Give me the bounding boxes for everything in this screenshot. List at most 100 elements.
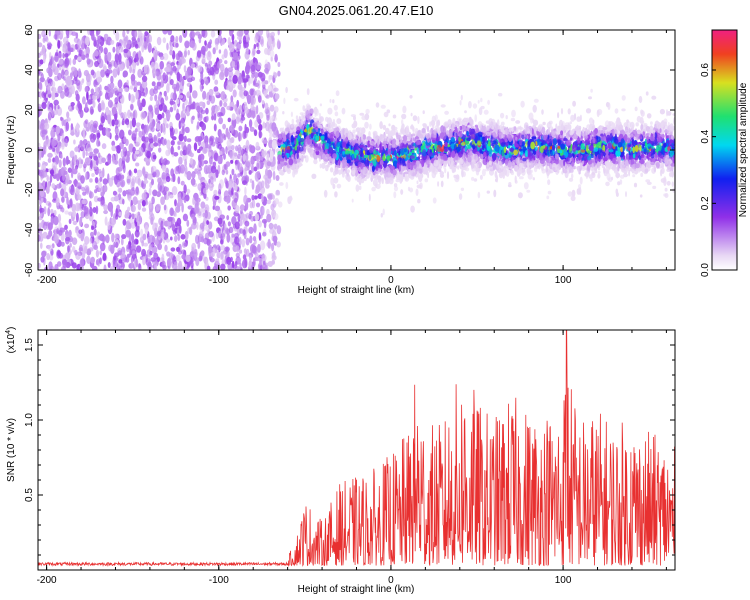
spectrogram-cell: [269, 133, 274, 138]
spectrogram-cell: [404, 171, 409, 175]
spectrogram-cell: [336, 118, 342, 125]
spectrogram-cell: [134, 43, 139, 49]
spectrogram-cell: [401, 113, 407, 120]
spectrogram-cell: [66, 75, 72, 86]
spectrogram-cell: [659, 108, 666, 115]
spectrogram-cell: [218, 183, 222, 193]
spectrogram-cell: [244, 257, 248, 268]
spectrogram-cell: [87, 30, 91, 36]
spectrogram-cell: [97, 235, 104, 241]
spectrogram-cell: [137, 215, 142, 225]
spectrogram-cell: [118, 211, 122, 217]
spectrogram-cell: [218, 117, 224, 125]
spectrogram-cell: [245, 145, 249, 152]
spectrogram-cell: [605, 166, 608, 174]
spectrogram-cell: [88, 200, 92, 209]
spectrogram-cell: [89, 206, 93, 217]
spectrogram-cell: [154, 169, 160, 178]
spectrogram-cell: [96, 30, 101, 35]
spectrogram-cell: [581, 166, 586, 171]
spectrogram-cell: [117, 102, 122, 112]
spectrogram-cell: [38, 234, 41, 242]
spectrogram-cell: [243, 103, 248, 111]
spectrogram-cell: [359, 112, 365, 116]
spectrogram-cell: [253, 223, 257, 234]
spectrogram-cell: [42, 251, 47, 256]
spectrogram-cell: [215, 258, 220, 265]
spectrogram-cell: [253, 166, 258, 172]
spectrogram-cell: [127, 51, 131, 56]
spectrogram-cell: [129, 188, 136, 196]
spectrogram-cell: [254, 35, 259, 43]
spectrogram-cell: [219, 63, 225, 72]
spectrogram-cell: [126, 178, 131, 184]
spectrogram-cell: [67, 204, 70, 209]
spectrogram-cell: [258, 220, 262, 228]
spectrogram-cell: [219, 133, 224, 144]
spectrogram-cell: [248, 119, 253, 128]
spectrogram-cell: [195, 257, 200, 267]
spectrogram-cell: [115, 167, 120, 176]
spectrogram-cell: [233, 173, 238, 183]
spectrogram-cell: [257, 95, 262, 103]
spectrogram-cell: [266, 199, 272, 205]
spectrogram-cell: [151, 196, 155, 205]
spectrogram-cell: [590, 88, 593, 93]
spectrogram-cell: [133, 57, 137, 63]
spectrogram-cell: [176, 98, 180, 105]
spectrogram-cell: [103, 47, 108, 55]
spectrogram-cell: [121, 234, 127, 240]
spectrogram-cell: [178, 35, 183, 43]
spectrogram-cell: [41, 219, 45, 229]
spectrogram-cell: [262, 206, 265, 215]
spectrogram-cell: [161, 180, 164, 187]
spectrogram-cell: [54, 263, 59, 270]
spectrogram-cell: [215, 231, 219, 240]
spectrogram-cell: [214, 91, 220, 96]
spectrogram-cell: [276, 40, 281, 50]
spectrogram-cell: [244, 186, 247, 196]
spectrogram-cell: [158, 94, 162, 100]
spectrogram-cell: [250, 109, 257, 119]
spectrogram-cell: [216, 244, 220, 251]
spectrogram-cell: [97, 197, 103, 202]
spectrogram-cell: [110, 39, 115, 45]
spectrogram-cell: [259, 258, 263, 266]
spectrogram-cell: [101, 127, 107, 136]
spectrogram-cell: [179, 122, 186, 128]
spectrogram-cell: [130, 73, 136, 82]
spectrogram-cell: [75, 187, 79, 195]
spectrogram-cell: [224, 67, 229, 78]
spectrogram-cell: [227, 180, 233, 191]
spectrogram-cell: [55, 30, 61, 36]
spectrogram-cell: [95, 70, 101, 81]
spectrogram-cell: [69, 160, 75, 168]
spectrogram-cell: [267, 36, 272, 46]
spectrogram-cell: [156, 36, 162, 46]
spectrogram-cell: [60, 154, 63, 159]
spectrogram-cell: [62, 36, 69, 45]
spectrogram-cell: [668, 172, 672, 177]
spectrogram-cell: [214, 195, 220, 200]
spectrogram-cell: [165, 238, 171, 243]
spectrogram-cell: [144, 173, 148, 179]
spectrogram-cell: [246, 248, 250, 257]
spectrogram-cell: [200, 109, 206, 115]
spectrogram-cell: [131, 38, 137, 45]
spectrogram-cell: [40, 198, 44, 203]
spectrogram-cell: [194, 168, 198, 175]
spectrogram-cell: [190, 76, 196, 82]
spectrogram-cell: [169, 79, 174, 86]
spectrogram-cell: [242, 78, 249, 83]
spectrogram-cell: [186, 111, 190, 117]
spectrogram-cell: [264, 63, 269, 70]
spectrogram-cell: [47, 83, 51, 92]
spectrogram-cell: [183, 197, 187, 203]
spectrogram-cell: [262, 231, 267, 237]
spectrogram-cell: [206, 220, 210, 225]
spectrogram-cell: [116, 204, 120, 211]
spectrogram-cell: [162, 264, 167, 270]
spectrogram-cell: [102, 65, 107, 72]
spectrogram-cell: [70, 102, 75, 107]
spectrogram-cell: [48, 230, 52, 239]
